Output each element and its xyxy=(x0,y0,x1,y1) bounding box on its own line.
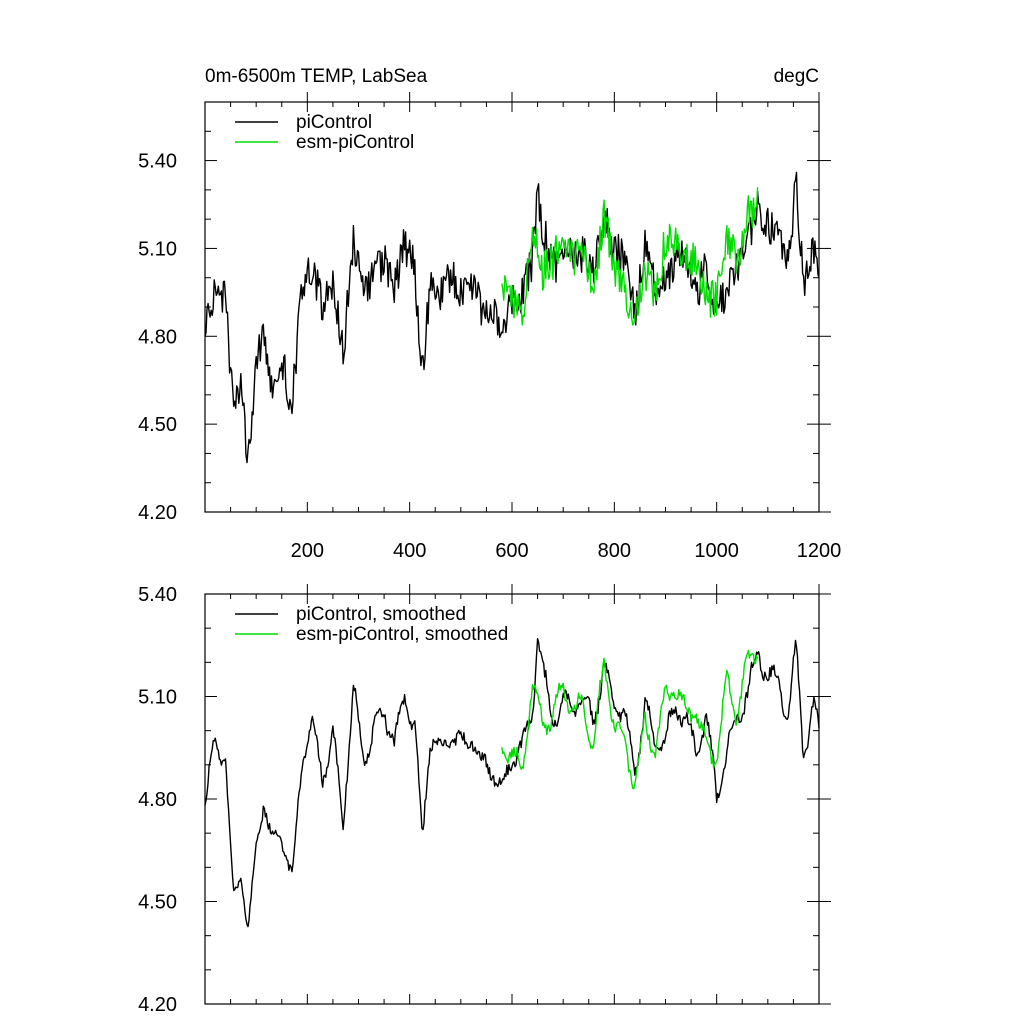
legend-label: esm-piControl, smoothed xyxy=(296,624,508,645)
bottom-panel-tick-labels: 4.20 4.50 4.80 5.10 5.40 xyxy=(138,584,177,1016)
series-line-esm-picontrol xyxy=(501,649,759,790)
bottom-panel: 4.20 4.50 4.80 5.10 5.40 piControl, smoothed… xyxy=(138,584,831,1016)
y-tick-label: 5.10 xyxy=(138,687,177,709)
y-tick-label: 5.40 xyxy=(138,584,177,606)
y-tick-label: 4.20 xyxy=(138,502,177,524)
y-tick-label: 4.50 xyxy=(138,892,177,914)
top-panel: 0m-6500m TEMP, LabSea degC 4.20 4.50 4.80 5… xyxy=(138,66,841,562)
x-tick-label: 200 xyxy=(291,540,324,562)
legend-label: esm-piControl xyxy=(296,132,414,153)
series-line-picontrol xyxy=(204,638,820,928)
x-tick-label: 800 xyxy=(598,540,631,562)
bottom-panel-series xyxy=(204,638,820,928)
top-panel-tick-labels: 4.20 4.50 4.80 5.10 5.40 200 400 600 800 1000 1200 xyxy=(138,151,841,562)
legend-label: piControl, smoothed xyxy=(296,604,466,625)
units-label: degC xyxy=(774,66,819,87)
y-tick-label: 5.10 xyxy=(138,238,177,260)
legend-label: piControl xyxy=(296,112,372,133)
top-panel-series xyxy=(204,171,820,464)
y-tick-label: 4.80 xyxy=(138,326,177,348)
x-tick-label: 1200 xyxy=(797,540,842,562)
top-panel-ticks xyxy=(205,92,831,513)
y-tick-label: 5.40 xyxy=(138,151,177,173)
x-tick-label: 400 xyxy=(393,540,426,562)
x-tick-label: 600 xyxy=(495,540,528,562)
bottom-plot-frame xyxy=(204,593,820,1005)
y-tick-label: 4.20 xyxy=(138,994,177,1016)
series-line-picontrol xyxy=(204,171,820,464)
y-tick-label: 4.50 xyxy=(138,414,177,436)
top-plot-frame xyxy=(204,101,820,513)
chart-title: 0m-6500m TEMP, LabSea xyxy=(205,66,428,87)
y-tick-label: 4.80 xyxy=(138,789,177,811)
x-tick-label: 1000 xyxy=(694,540,739,562)
series-line-esm-picontrol xyxy=(501,187,759,326)
